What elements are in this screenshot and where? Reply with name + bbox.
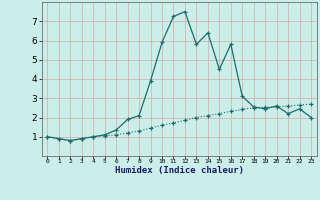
X-axis label: Humidex (Indice chaleur): Humidex (Indice chaleur) <box>115 166 244 175</box>
